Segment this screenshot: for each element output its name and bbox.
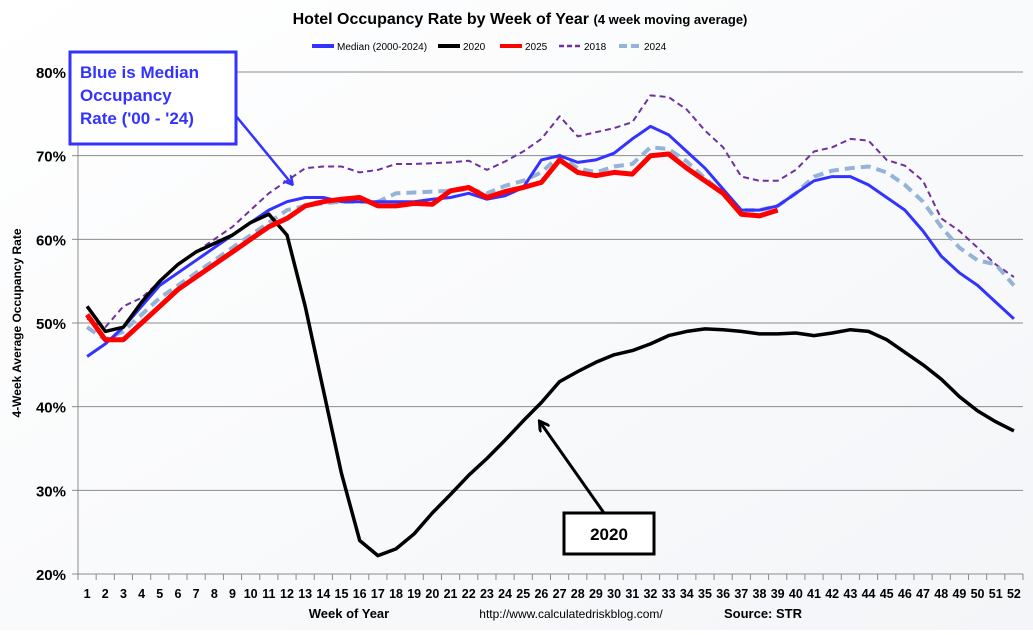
x-tick-label: 52: [1007, 587, 1021, 601]
median-annotation-line: Blue is Median: [80, 63, 199, 82]
x-tick-label: 19: [407, 587, 421, 601]
chart-title: Hotel Occupancy Rate by Week of Year (4 …: [293, 11, 748, 28]
y-tick-label: 20%: [36, 567, 66, 584]
legend-label: 2018: [584, 42, 607, 53]
x-tick-label: 10: [244, 587, 258, 601]
x-tick-label: 26: [534, 587, 548, 601]
x-tick-label: 24: [498, 587, 512, 601]
x-tick-label: 49: [952, 587, 966, 601]
legend: Median (2000-2024) 2020 2025 2018 2024: [312, 42, 667, 53]
x-tick-label: 37: [734, 587, 748, 601]
source-label: Source: STR: [724, 606, 803, 621]
x-tick-label: 9: [229, 587, 236, 601]
x-tick-label: 5: [156, 587, 163, 601]
x-tick-label: 3: [120, 587, 127, 601]
x-tick-label: 36: [716, 587, 730, 601]
y-tick-label: 30%: [36, 483, 66, 500]
x-tick-label: 40: [789, 587, 803, 601]
y-tick-label: 40%: [36, 400, 66, 417]
x-tick-label: 33: [662, 587, 676, 601]
legend-label: 2025: [525, 42, 548, 53]
x-tick-label: 48: [934, 587, 948, 601]
2020-arrow: [540, 422, 606, 514]
2020-annotation-box: [562, 511, 656, 556]
x-axis-label: Week of Year: [309, 606, 389, 621]
x-tick-label: 20: [425, 587, 439, 601]
x-tick-label: 32: [643, 587, 657, 601]
series-line-2020: [85, 212, 1015, 558]
footer-url: http://www.calculatedriskblog.com/: [479, 607, 663, 621]
legend-label: 2020: [463, 42, 486, 53]
x-axis-ticks: 1 2 3 4 5 6 7 8 9 10 11 12 13 14 15 16 17 18 19 20 21 22 23 24 2…: [77, 574, 1024, 601]
x-tick-label: 30: [607, 587, 621, 601]
series-line-2024: [85, 145, 1016, 342]
x-tick-label: 1: [84, 587, 91, 601]
x-tick-label: 41: [807, 587, 821, 601]
y-axis-ticks: 20% 30% 40% 50% 60% 70% 80%: [36, 65, 78, 584]
x-tick-label: 51: [989, 587, 1003, 601]
series-line-2018: [86, 94, 1015, 329]
y-tick-label: 70%: [36, 149, 66, 166]
x-tick-label: 43: [843, 587, 857, 601]
x-tick-label: 50: [971, 587, 985, 601]
x-tick-label: 6: [174, 587, 181, 601]
x-tick-label: 27: [553, 587, 567, 601]
x-tick-label: 28: [571, 587, 585, 601]
x-tick-label: 25: [516, 587, 530, 601]
x-tick-label: 44: [862, 587, 876, 601]
x-tick-label: 45: [880, 587, 894, 601]
y-tick-label: 60%: [36, 232, 66, 249]
x-tick-label: 46: [898, 587, 912, 601]
x-tick-label: 29: [589, 587, 603, 601]
2020-annotation-text: 2020: [590, 525, 628, 544]
x-tick-label: 47: [916, 587, 930, 601]
x-tick-label: 15: [335, 587, 349, 601]
x-tick-label: 16: [353, 587, 367, 601]
x-tick-label: 14: [316, 587, 330, 601]
series-lines: [85, 94, 1016, 558]
x-tick-label: 35: [698, 587, 712, 601]
x-tick-label: 31: [625, 587, 639, 601]
x-tick-label: 2: [102, 587, 109, 601]
x-tick-label: 38: [753, 587, 767, 601]
x-tick-label: 4: [138, 587, 145, 601]
x-tick-label: 11: [262, 587, 275, 601]
median-arrow: [235, 115, 292, 184]
x-tick-label: 23: [480, 587, 494, 601]
x-tick-label: 39: [771, 587, 785, 601]
median-annotation: Blue is Median Occupancy Rate ('00 - '24…: [68, 50, 292, 184]
y-axis-label: 4-Week Average Occupancy Rate: [10, 228, 24, 417]
2020-annotation: 2020: [540, 422, 656, 556]
y-tick-label: 80%: [36, 65, 66, 82]
y-tick-label: 50%: [36, 316, 66, 333]
x-tick-label: 7: [193, 587, 200, 601]
x-tick-label: 12: [280, 587, 294, 601]
legend-label: Median (2000-2024): [337, 42, 427, 53]
median-annotation-box: [68, 50, 238, 146]
series-line-2025: [85, 151, 779, 343]
x-tick-label: 8: [211, 587, 218, 601]
x-tick-label: 21: [444, 587, 458, 601]
x-tick-label: 17: [371, 587, 385, 601]
x-tick-label: 13: [298, 587, 312, 601]
x-tick-label: 18: [389, 587, 403, 601]
median-annotation-line: Rate ('00 - '24): [80, 109, 194, 128]
median-annotation-line: Occupancy: [80, 86, 172, 105]
legend-label: 2024: [644, 42, 667, 53]
x-tick-label: 22: [462, 587, 476, 601]
x-tick-label: 34: [680, 587, 694, 601]
x-tick-label: 42: [825, 587, 839, 601]
